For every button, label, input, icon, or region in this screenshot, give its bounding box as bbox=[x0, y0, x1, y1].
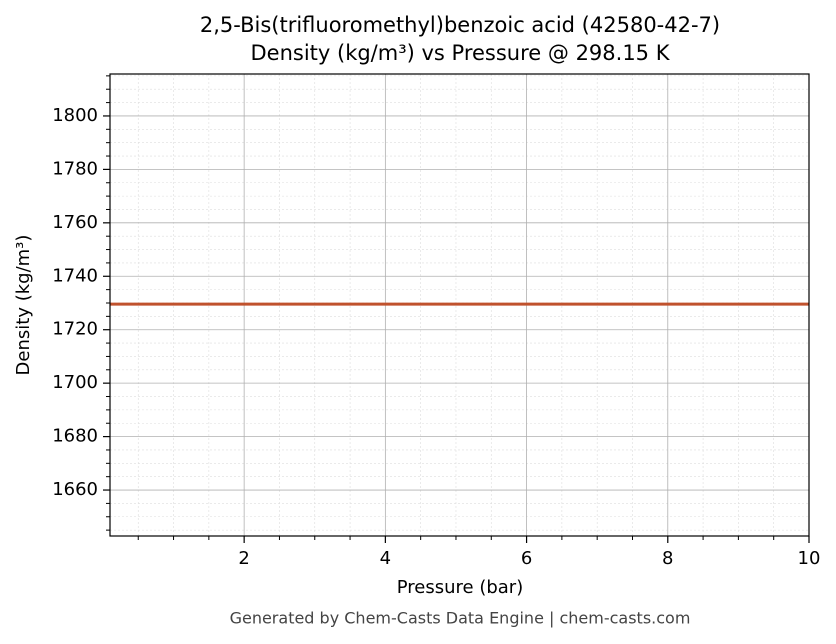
y-tick-label: 1720 bbox=[52, 319, 98, 340]
footer: Generated by Chem-Casts Data Engine | ch… bbox=[230, 609, 691, 628]
y-tick-label: 1660 bbox=[52, 479, 98, 500]
x-tick-label: 10 bbox=[798, 548, 821, 569]
x-tick-label: 2 bbox=[238, 548, 249, 569]
x-axis-label: Pressure (bar) bbox=[397, 577, 523, 598]
x-tick-label: 4 bbox=[380, 548, 391, 569]
chart-subtitle: Density (kg/m³) vs Pressure @ 298.15 K bbox=[250, 41, 670, 65]
y-tick-label: 1760 bbox=[52, 212, 98, 233]
y-tick-label: 1800 bbox=[52, 105, 98, 126]
y-tick-label: 1680 bbox=[52, 426, 98, 447]
y-axis-label: Density (kg/m³) bbox=[13, 235, 34, 376]
chart-title: 2,5-Bis(trifluoromethyl)benzoic acid (42… bbox=[200, 13, 720, 37]
y-tick-label: 1700 bbox=[52, 372, 98, 393]
plot-frame bbox=[109, 73, 810, 537]
y-tick-label: 1780 bbox=[52, 158, 98, 179]
x-tick-label: 8 bbox=[662, 548, 673, 569]
x-tick-label: 6 bbox=[521, 548, 532, 569]
y-tick-label: 1740 bbox=[52, 265, 98, 286]
